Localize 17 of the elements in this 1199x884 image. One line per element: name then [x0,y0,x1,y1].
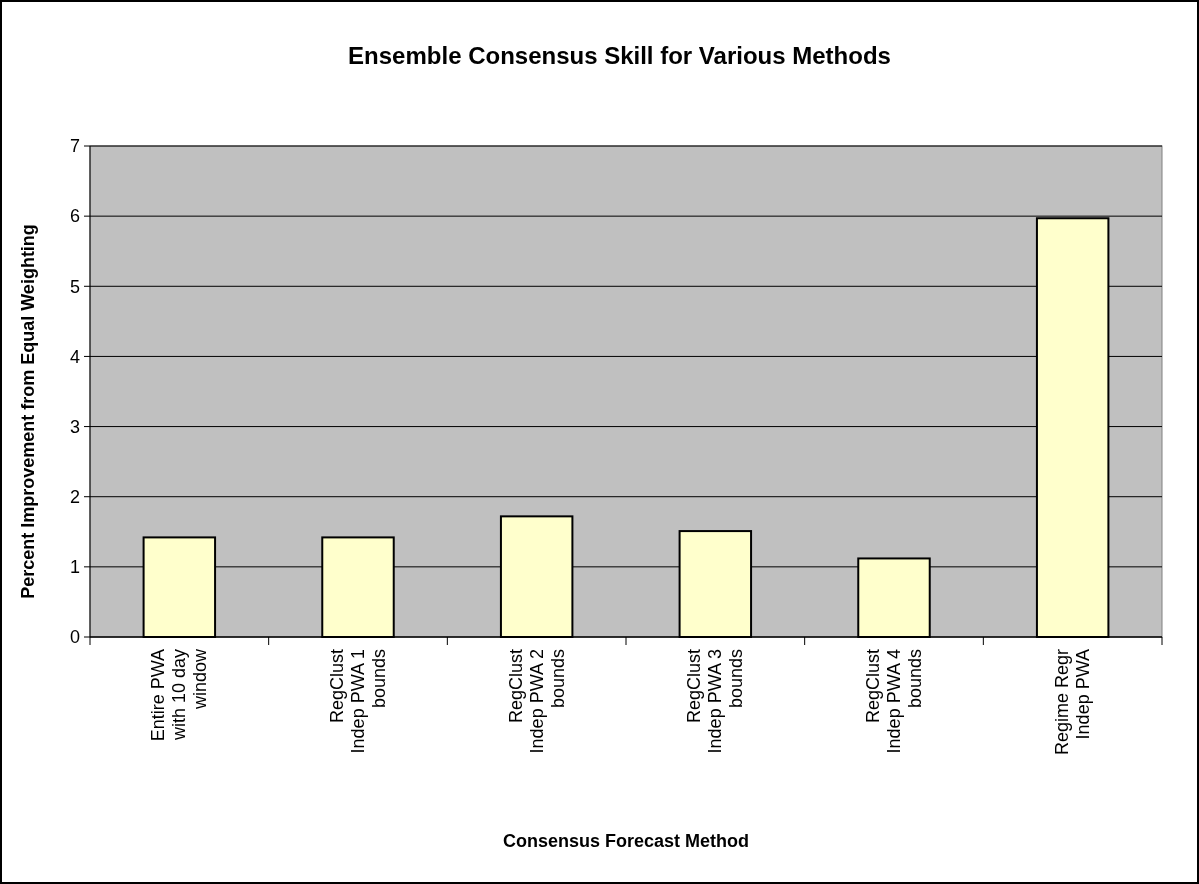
chart-title: Ensemble Consensus Skill for Various Methods [348,42,891,69]
y-axis-title: Percent Improvement from Equal Weighting [18,224,38,599]
y-tick-label: 7 [69,136,80,157]
x-tick-label: RegClust Indep PWA 2 bounds [505,649,568,754]
y-tick-label: 1 [69,557,80,578]
x-tick-label: Regime Regr Indep PWA [1052,649,1094,756]
x-tick-label: Entire PWA with 10 day window [148,648,211,742]
y-tick-label: 6 [69,206,80,227]
x-axis-title: Consensus Forecast Method [502,831,750,851]
y-tick-label: 2 [69,487,80,508]
x-tick-label: RegClust Indep PWA 1 bounds [327,649,389,754]
x-tick-label: RegClust Indep PWA 4 bounds [863,649,925,754]
y-tick-label: 0 [69,627,80,648]
x-tick-label: RegClust Indep PWA 3 bounds [684,649,747,754]
y-tick-label: 3 [69,416,80,437]
y-tick-label: 5 [69,276,80,297]
y-tick-label: 4 [69,346,80,367]
